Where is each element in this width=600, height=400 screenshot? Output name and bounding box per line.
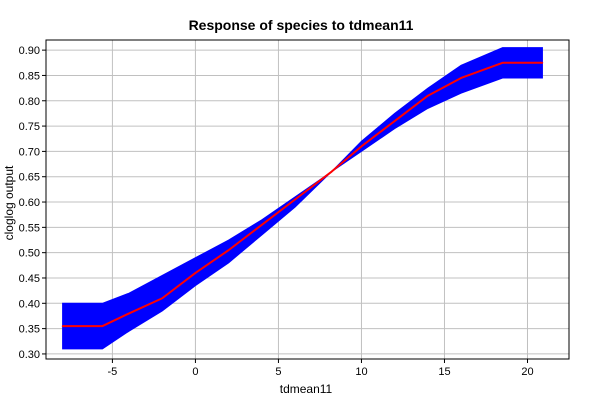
line-layer xyxy=(61,61,544,328)
mean-point-13 xyxy=(501,61,504,64)
mean-point-0 xyxy=(61,325,64,327)
y-axis-label: cloglog output xyxy=(2,165,16,240)
y-tick-label-1: 0.35 xyxy=(19,324,40,336)
plot-frame xyxy=(45,39,570,360)
mean-point-1 xyxy=(101,325,104,327)
x-tick-label-4: 15 xyxy=(438,366,450,378)
x-axis-label: tdmean11 xyxy=(280,382,333,396)
mean-point-4 xyxy=(194,272,197,274)
y-tick-label-9: 0.75 xyxy=(19,121,40,133)
y-tick-label-11: 0.85 xyxy=(19,70,40,82)
y-tick-label-12: 0.90 xyxy=(19,45,40,57)
mean-point-11 xyxy=(427,94,429,97)
y-tick-label-7: 0.65 xyxy=(19,172,40,184)
y-tick-label-4: 0.50 xyxy=(19,248,40,260)
ticks-layer: -5 0 5 10 15 20 0.30 0.35 0.40 0.45 0.50 0.55 0.60 0.… xyxy=(19,45,534,378)
y-tick-label-0: 0.30 xyxy=(19,349,40,361)
mean-point-8 xyxy=(330,170,333,173)
x-tick-label-2: 5 xyxy=(275,366,281,378)
mean-point-12 xyxy=(460,77,462,79)
y-tick-label-2: 0.40 xyxy=(19,298,40,310)
x-tick-label-0: -5 xyxy=(108,366,118,378)
y-tick-label-6: 0.60 xyxy=(19,197,40,209)
y-tick-label-5: 0.55 xyxy=(19,222,40,234)
mean-point-14 xyxy=(541,61,544,64)
mean-point-7 xyxy=(294,198,296,201)
confidence-band xyxy=(62,47,543,350)
y-tick-label-10: 0.80 xyxy=(19,96,40,108)
y-tick-label-3: 0.45 xyxy=(19,273,40,285)
band-layer xyxy=(62,47,543,350)
x-tick-label-5: 20 xyxy=(521,366,533,378)
y-tick-label-8: 0.70 xyxy=(19,146,40,158)
chart-title: Response of species to tdmean11 xyxy=(189,17,414,33)
mean-point-2 xyxy=(128,312,130,315)
x-tick-label-3: 10 xyxy=(355,366,367,378)
mean-point-9 xyxy=(360,145,363,148)
mean-point-6 xyxy=(261,224,263,226)
axes-layer xyxy=(45,39,570,360)
mean-point-3 xyxy=(161,297,164,300)
mean-point-10 xyxy=(393,120,396,122)
x-tick-label-1: 0 xyxy=(192,366,198,378)
mean-point-5 xyxy=(227,249,230,251)
